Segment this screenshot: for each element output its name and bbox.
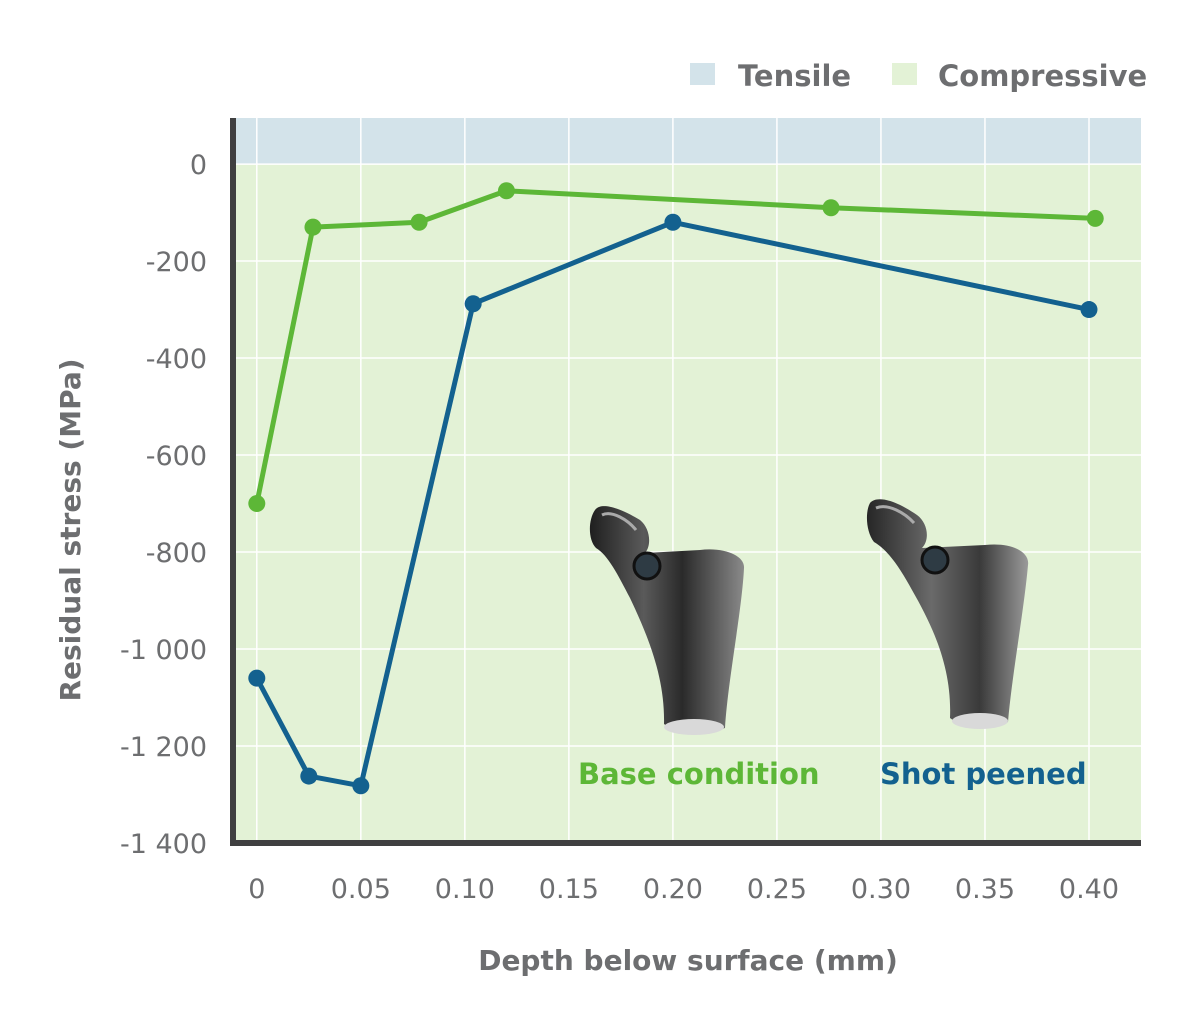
y-axis-title: Residual stress (MPa) <box>54 358 87 701</box>
data-point-base-condition <box>248 495 266 513</box>
legend-swatch-compressive <box>892 63 917 85</box>
y-tick-label: -800 <box>146 538 207 569</box>
y-tick-label: -1 000 <box>120 635 207 666</box>
data-point-shot-peened <box>300 767 318 785</box>
x-tick-label: 0.40 <box>1059 874 1119 905</box>
legend-label-tensile: Tensile <box>738 59 851 93</box>
data-point-base-condition <box>1086 209 1104 227</box>
data-point-shot-peened <box>352 777 370 795</box>
x-tick-label: 0.25 <box>747 874 807 905</box>
y-tick-label: -400 <box>146 344 207 375</box>
data-point-base-condition <box>304 218 322 236</box>
y-tick-label: -1 400 <box>120 829 207 860</box>
x-tick-label: 0 <box>248 874 265 905</box>
region-tensile <box>236 118 1141 165</box>
legend-label-compressive: Compressive <box>938 59 1147 93</box>
y-tick-label: -200 <box>146 247 207 278</box>
data-point-shot-peened <box>1080 301 1098 319</box>
series-group <box>248 182 1104 795</box>
shot-peened-implant-image <box>866 499 1029 729</box>
base-condition-implant-image <box>589 506 745 735</box>
data-point-shot-peened <box>248 669 266 687</box>
x-tick-label: 0.15 <box>539 874 599 905</box>
x-tick-label: 0.05 <box>331 874 391 905</box>
y-tick-label: -600 <box>146 441 207 472</box>
x-tick-label: 0.10 <box>435 874 495 905</box>
x-tick-label: 0.20 <box>643 874 703 905</box>
data-point-base-condition <box>497 182 515 200</box>
series-line-shot-peened <box>254 219 1090 789</box>
data-point-shot-peened <box>464 295 482 313</box>
x-tick-label: 0.35 <box>955 874 1015 905</box>
series-label-shot-peened: Shot peened <box>880 757 1087 791</box>
y-tick-label: 0 <box>190 150 207 181</box>
series-line-base-condition <box>254 188 1096 505</box>
series-label-base-condition: Base condition <box>578 757 820 791</box>
y-tick-labels: 0 -200 -400 -600 -800 -1 000 -1 200 -1 400 <box>120 150 207 860</box>
y-tick-label: -1 200 <box>120 732 207 763</box>
data-point-base-condition <box>822 199 840 217</box>
legend: Tensile Compressive <box>690 59 1147 93</box>
legend-swatch-tensile <box>690 63 715 85</box>
data-point-shot-peened <box>664 213 682 231</box>
data-point-base-condition <box>410 213 428 231</box>
x-tick-labels: 0 0.05 0.10 0.15 0.20 0.25 0.30 0.35 0.40 <box>248 874 1119 905</box>
x-axis-title: Depth below surface (mm) <box>478 944 898 977</box>
x-tick-label: 0.30 <box>851 874 911 905</box>
